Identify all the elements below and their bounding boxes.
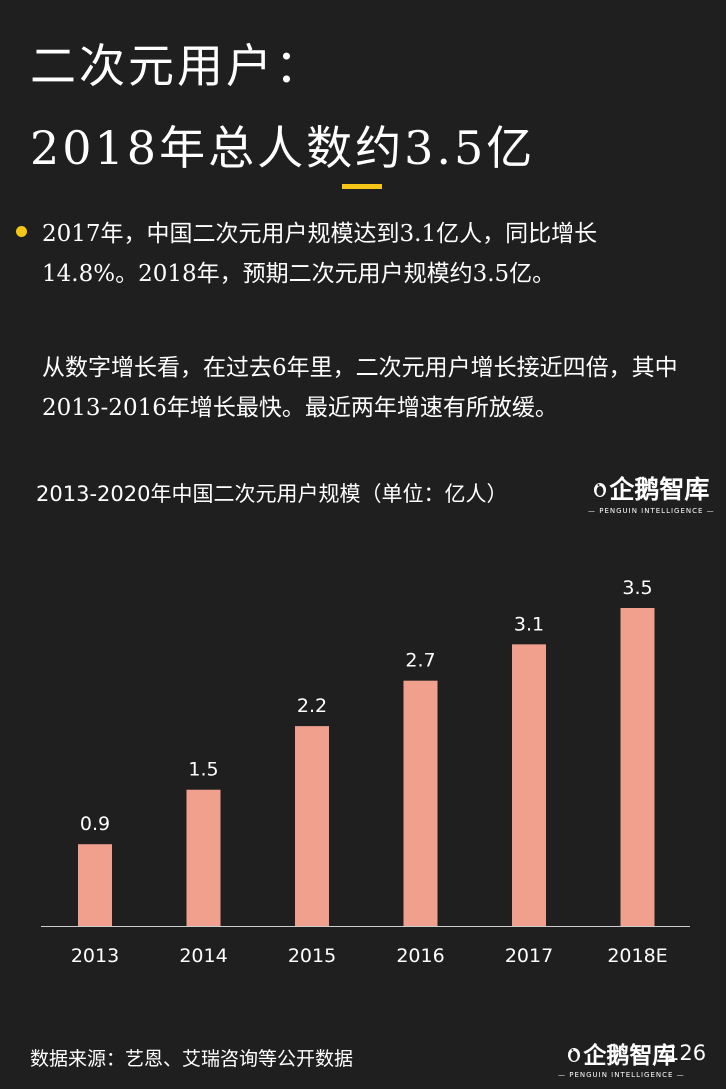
bar-2013 [78, 844, 112, 926]
bar-2018E [620, 608, 655, 926]
value-label-2017: 3.1 [514, 613, 544, 635]
brand-tagline: — PENGUIN INTELLIGENCE — [588, 507, 715, 515]
tick-label-2017: 2017 [505, 945, 553, 967]
page-title-line1: 二次元用户： [30, 39, 324, 93]
page-title-line2: 2018年总人数约3.5亿 [30, 121, 536, 175]
tick-label-2013: 2013 [71, 945, 119, 967]
bar-2017 [512, 644, 546, 926]
bars-group [78, 608, 655, 926]
chart-title: 2013-2020年中国二次元用户规模（单位：亿人） [36, 482, 508, 506]
bar-2014 [186, 789, 221, 926]
penguin-icon [594, 483, 607, 497]
brand-tagline: — PENGUIN INTELLIGENCE — [558, 1071, 685, 1079]
tick-label-2016: 2016 [396, 945, 444, 967]
value-labels-group: 0.9 1.5 2.2 2.7 3.1 3.5 [80, 577, 653, 835]
title-accent-bar [342, 184, 382, 189]
tick-labels-group: 2013 2014 2015 2016 2017 2018E [71, 945, 668, 967]
brand-logo-top: 企鹅智库 — PENGUIN INTELLIGENCE — [588, 470, 715, 515]
tick-label-2014: 2014 [179, 945, 227, 967]
value-label-2013: 0.9 [80, 813, 110, 835]
value-label-2015: 2.2 [297, 695, 327, 717]
tick-label-2015: 2015 [288, 945, 336, 967]
body-paragraph-1: 2017年，中国二次元用户规模达到3.1亿人，同比增长14.8%。2018年，预… [42, 221, 598, 287]
value-label-2016: 2.7 [405, 650, 435, 672]
brand-name: 企鹅智库 [609, 475, 710, 504]
brand-name: 企鹅智库 [583, 1043, 676, 1069]
page-number: 126 [666, 1041, 707, 1065]
bar-2015 [295, 726, 329, 926]
brand-logo-bottom: 企鹅智库 — PENGUIN INTELLIGENCE — [558, 1036, 685, 1079]
body-paragraph-2: 从数字增长看，在过去6年里，二次元用户增长接近四倍，其中2013-2016年增长… [42, 355, 678, 421]
data-source-note: 数据来源：艺恩、艾瑞咨询等公开数据 [30, 1048, 354, 1070]
bar-2016 [403, 680, 438, 926]
bar-chart: 0.91.52.22.73.13.5 2013 2014 2015 2016 2017 2… [41, 577, 690, 967]
tick-label-2018E: 2018E [607, 945, 667, 967]
bullet-dot-icon [16, 226, 27, 237]
penguin-icon [568, 1048, 581, 1062]
value-label-2014: 1.5 [188, 759, 218, 781]
value-label-2018E: 3.5 [622, 577, 652, 599]
